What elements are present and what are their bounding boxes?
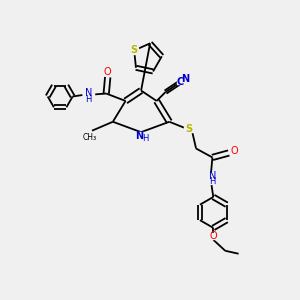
Bar	[184, 126, 193, 133]
Text: H: H	[209, 177, 216, 186]
Bar	[104, 69, 111, 75]
Text: N: N	[85, 88, 92, 98]
Bar	[177, 77, 188, 84]
Bar	[230, 148, 238, 154]
Bar	[207, 173, 218, 182]
Bar	[210, 233, 217, 239]
Bar	[83, 90, 94, 98]
Text: N: N	[209, 171, 216, 181]
Text: CH₃: CH₃	[82, 133, 97, 142]
Text: H: H	[142, 134, 149, 143]
Bar	[135, 133, 147, 141]
Text: H: H	[85, 95, 92, 104]
Text: N: N	[136, 131, 144, 141]
Text: O: O	[104, 67, 112, 77]
Bar	[130, 47, 138, 54]
Text: S: S	[185, 124, 192, 134]
Text: C: C	[176, 76, 183, 87]
Text: S: S	[130, 45, 138, 56]
Text: N: N	[182, 74, 190, 84]
Text: O: O	[230, 146, 238, 157]
Text: O: O	[209, 231, 217, 241]
